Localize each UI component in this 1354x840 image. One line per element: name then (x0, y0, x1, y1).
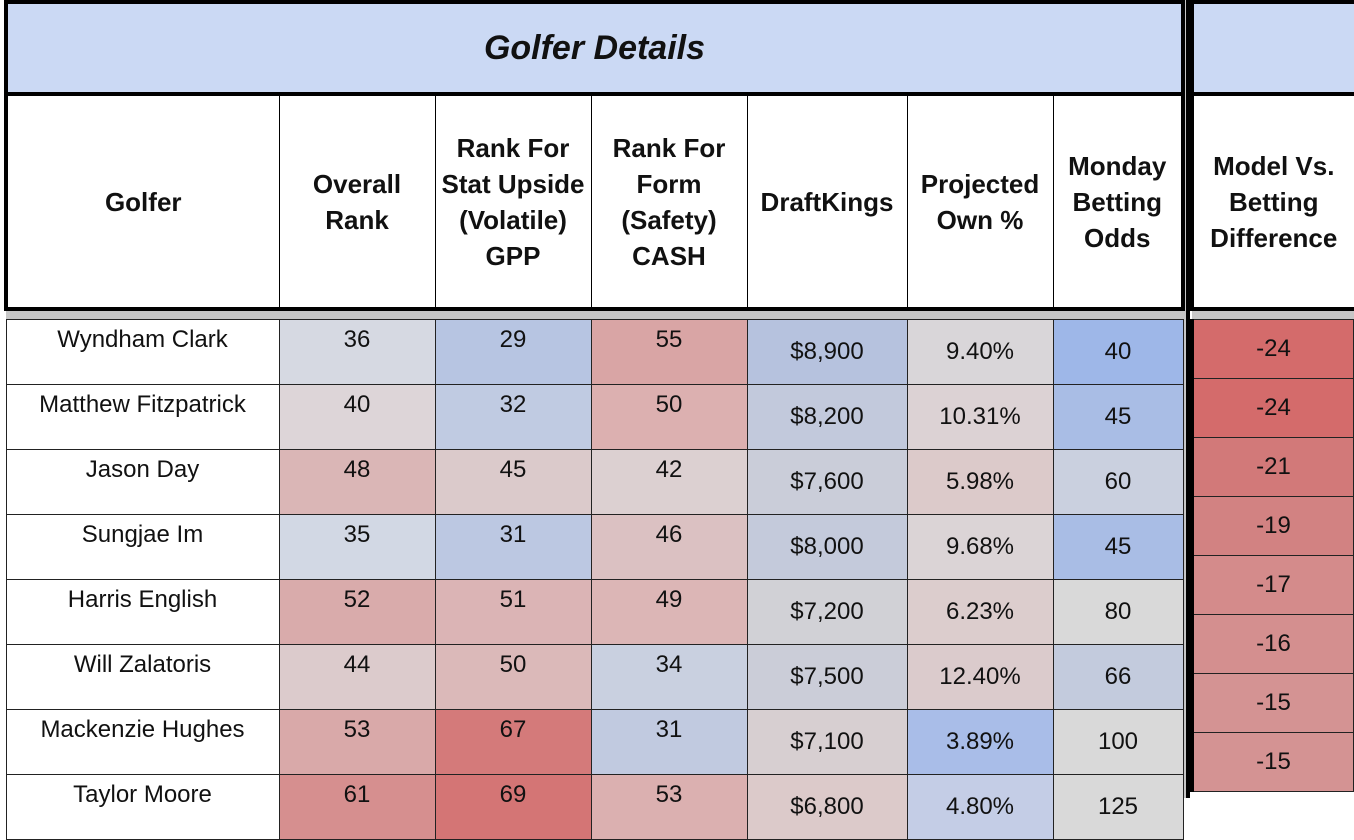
rank-form-cell: 49 (590, 579, 748, 645)
table-row: -15 (1190, 673, 1354, 733)
right-title-band (1190, 0, 1354, 96)
table-row: -16 (1190, 614, 1354, 674)
rank-stat-cell: 69 (434, 774, 592, 840)
model-vs-betting-cell: -21 (1190, 437, 1354, 497)
rank-form-cell: 46 (590, 514, 748, 580)
header-rank-stat: Rank For Stat Upside (Volatile) GPP (434, 92, 592, 311)
golfer-name: Taylor Moore (5, 774, 280, 840)
draftkings-salary-cell: $8,900 (746, 319, 908, 385)
table-row: -15 (1190, 732, 1354, 792)
right-header-gap (1192, 309, 1354, 320)
overall-rank-cell: 44 (278, 644, 436, 710)
overall-rank-cell: 61 (278, 774, 436, 840)
golfer-name: Will Zalatoris (5, 644, 280, 710)
rank-stat-cell: 67 (434, 709, 592, 775)
section-divider (1186, 0, 1190, 798)
table-row: Will Zalatoris 44 50 34 $7,500 12.40% 66 (5, 644, 1184, 710)
rank-form-cell: 53 (590, 774, 748, 840)
rank-form-cell: 50 (590, 384, 748, 450)
model-vs-betting-cell: -17 (1190, 555, 1354, 615)
table-row: Harris English 52 51 49 $7,200 6.23% 80 (5, 579, 1184, 645)
table-row: Sungjae Im 35 31 46 $8,000 9.68% 45 (5, 514, 1184, 580)
header-golfer: Golfer (4, 92, 280, 311)
betting-odds-cell: 60 (1052, 449, 1184, 515)
betting-odds-cell: 66 (1052, 644, 1184, 710)
golfer-name: Harris English (5, 579, 280, 645)
betting-odds-cell: 45 (1052, 384, 1184, 450)
rank-stat-cell: 50 (434, 644, 592, 710)
rank-stat-cell: 31 (434, 514, 592, 580)
rank-stat-cell: 32 (434, 384, 592, 450)
projected-own-cell: 6.23% (906, 579, 1054, 645)
overall-rank-cell: 48 (278, 449, 436, 515)
projected-own-cell: 9.68% (906, 514, 1054, 580)
rank-stat-cell: 51 (434, 579, 592, 645)
draftkings-salary-cell: $7,600 (746, 449, 908, 515)
header-gap (6, 309, 1183, 320)
table-row: Jason Day 48 45 42 $7,600 5.98% 60 (5, 449, 1184, 515)
rank-form-cell: 31 (590, 709, 748, 775)
table-row: Matthew Fitzpatrick 40 32 50 $8,200 10.31% 45 (5, 384, 1184, 450)
overall-rank-cell: 53 (278, 709, 436, 775)
table-row: Taylor Moore 61 69 53 $6,800 4.80% 125 (5, 774, 1184, 840)
projected-own-cell: 10.31% (906, 384, 1054, 450)
rank-form-cell: 34 (590, 644, 748, 710)
model-vs-betting-cell: -15 (1190, 732, 1354, 792)
projected-own-cell: 4.80% (906, 774, 1054, 840)
golfer-details-table: Golfer Details Golfer Overall Rank Rank … (4, 0, 1185, 840)
betting-odds-cell: 80 (1052, 579, 1184, 645)
projected-own-cell: 12.40% (906, 644, 1054, 710)
header-overall-rank: Overall Rank (278, 92, 436, 311)
model-vs-betting-cell: -19 (1190, 496, 1354, 556)
section-separator (1180, 0, 1190, 798)
header-rank-form: Rank For Form (Safety) CASH (590, 92, 748, 311)
header-draftkings: DraftKings (746, 92, 908, 311)
golfer-name: Jason Day (5, 449, 280, 515)
betting-odds-cell: 125 (1052, 774, 1184, 840)
table-row: -19 (1190, 496, 1354, 556)
model-vs-betting-cell: -24 (1190, 319, 1354, 379)
header-model-vs-betting: Model Vs. Betting Difference (1190, 92, 1354, 311)
golfer-name: Matthew Fitzpatrick (5, 384, 280, 450)
table-row: Wyndham Clark 36 29 55 $8,900 9.40% 40 (5, 319, 1184, 385)
table-row: Mackenzie Hughes 53 67 31 $7,100 3.89% 100 (5, 709, 1184, 775)
table-row: -24 (1190, 378, 1354, 438)
projected-own-cell: 3.89% (906, 709, 1054, 775)
draftkings-salary-cell: $7,500 (746, 644, 908, 710)
rank-stat-cell: 29 (434, 319, 592, 385)
rank-stat-cell: 45 (434, 449, 592, 515)
rank-form-cell: 42 (590, 449, 748, 515)
table-row: -17 (1190, 555, 1354, 615)
draftkings-salary-cell: $6,800 (746, 774, 908, 840)
golfer-name: Mackenzie Hughes (5, 709, 280, 775)
header-betting-odds: Monday Betting Odds (1052, 92, 1185, 311)
golfer-name: Wyndham Clark (5, 319, 280, 385)
header-projected-own: Projected Own % (906, 92, 1054, 311)
betting-odds-cell: 45 (1052, 514, 1184, 580)
betting-odds-cell: 40 (1052, 319, 1184, 385)
draftkings-salary-cell: $7,200 (746, 579, 908, 645)
draftkings-salary-cell: $7,100 (746, 709, 908, 775)
model-vs-betting-cell: -16 (1190, 614, 1354, 674)
model-vs-betting-cell: -24 (1190, 378, 1354, 438)
overall-rank-cell: 52 (278, 579, 436, 645)
overall-rank-cell: 36 (278, 319, 436, 385)
projected-own-cell: 9.40% (906, 319, 1054, 385)
rank-form-cell: 55 (590, 319, 748, 385)
draftkings-salary-cell: $8,000 (746, 514, 908, 580)
golfer-name: Sungjae Im (5, 514, 280, 580)
table-title: Golfer Details (4, 0, 1185, 96)
projected-own-cell: 5.98% (906, 449, 1054, 515)
model-vs-betting-cell: -15 (1190, 673, 1354, 733)
betting-odds-cell: 100 (1052, 709, 1184, 775)
table-row: -21 (1190, 437, 1354, 497)
table-row: -24 (1190, 319, 1354, 379)
overall-rank-cell: 35 (278, 514, 436, 580)
model-vs-betting-panel: Model Vs. Betting Difference -24 -24 -21 -1… (1186, 0, 1354, 798)
overall-rank-cell: 40 (278, 384, 436, 450)
draftkings-salary-cell: $8,200 (746, 384, 908, 450)
